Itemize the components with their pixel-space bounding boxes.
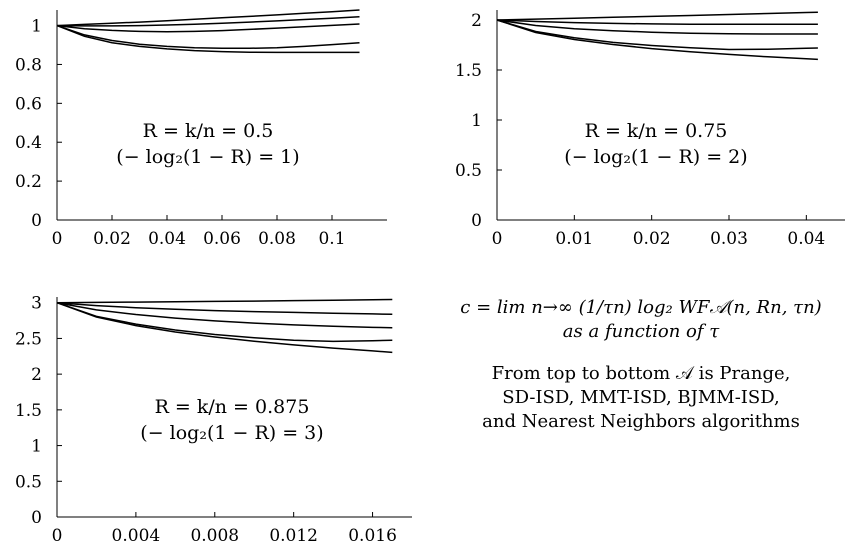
caption-formula-note: as a function of τ [562, 321, 720, 342]
series-line-2 [56, 301, 393, 316]
x-tick-label: 0.04 [148, 229, 186, 249]
series-line-5 [56, 301, 393, 354]
plot-area: 0 0.01 0.02 0.03 0.04 0 0.5 1 1.5 2 [455, 10, 845, 249]
annotation-line-2: (− log₂(1 − R) = 3) [140, 422, 323, 444]
chart-rate-0-5: 0 0.02 0.04 0.06 0.08 0.1 0 0.2 0.4 0.6 0.8 1 R = k… [15, 9, 387, 249]
y-tick-label: 0 [471, 211, 482, 231]
y-tick-label: 1 [31, 437, 42, 457]
x-tick-label: 0 [492, 229, 503, 249]
x-tick-label: 0.004 [112, 526, 161, 546]
series-line-3 [56, 23, 360, 33]
series-line-1 [56, 298, 393, 304]
annotation-line-1: R = k/n = 0.75 [585, 120, 728, 142]
y-tick-label: 0.8 [15, 55, 42, 75]
x-tick-label: 0.02 [633, 229, 671, 249]
series-line-3 [56, 301, 393, 329]
x-tick-label: 0.008 [190, 526, 239, 546]
y-tick-label: 1.5 [15, 401, 42, 421]
y-tick-label: 1 [471, 111, 482, 131]
caption-line-2: SD-ISD, MMT-ISD, BJMM-ISD, [502, 387, 780, 408]
x-tick-label: 0.03 [710, 229, 748, 249]
caption-formula: c = lim n→∞ (1/τn) log₂ WF𝒜(n, Rn, τn) a… [430, 296, 852, 344]
x-tick-label: 0.012 [269, 526, 318, 546]
y-tick-label: 2 [471, 11, 482, 31]
caption-line-1: From top to bottom 𝒜 is Prange, [491, 363, 791, 384]
y-tick-label: 0 [31, 211, 42, 231]
y-tick-label: 0.6 [15, 94, 42, 114]
caption-line-3: and Nearest Neighbors algorithms [482, 411, 800, 432]
plot-area: 0 0.004 0.008 0.012 0.016 0 0.5 1 1.5 2 2.5 3 [15, 294, 412, 546]
series-line-4 [56, 301, 393, 343]
y-tick-label: 1.5 [455, 61, 482, 81]
series-line-5 [56, 24, 360, 54]
annotation-line-1: R = k/n = 0.5 [143, 120, 274, 142]
x-tick-label: 0 [52, 526, 63, 546]
x-tick-label: 0.08 [258, 229, 296, 249]
figure-caption: c = lim n→∞ (1/τn) log₂ WF𝒜(n, Rn, τn) a… [430, 296, 852, 434]
series-line-5 [496, 19, 818, 61]
plot-area: 0 0.02 0.04 0.06 0.08 0.1 0 0.2 0.4 0.6 0.8 1 [15, 9, 387, 249]
y-tick-label: 0.2 [15, 172, 42, 192]
x-tick-label: 0.02 [93, 229, 131, 249]
annotation-line-2: (− log₂(1 − R) = 1) [116, 146, 299, 168]
series-line-2 [496, 19, 818, 26]
x-tick-label: 0.06 [203, 229, 241, 249]
x-tick-label: 0.04 [787, 229, 825, 249]
y-tick-label: 2.5 [15, 329, 42, 349]
series-line-1 [496, 11, 818, 21]
series-line-1 [56, 9, 360, 27]
y-tick-label: 1 [31, 17, 42, 37]
x-tick-label: 0 [52, 229, 63, 249]
series-line-3 [496, 19, 818, 35]
y-tick-label: 0.5 [15, 472, 42, 492]
y-tick-label: 2 [31, 365, 42, 385]
x-tick-label: 0.01 [555, 229, 593, 249]
annotation-line-1: R = k/n = 0.875 [155, 396, 310, 418]
series-line-2 [56, 16, 360, 27]
x-tick-label: 0.016 [348, 526, 397, 546]
y-tick-label: 0.5 [455, 161, 482, 181]
chart-rate-0-75: 0 0.01 0.02 0.03 0.04 0 0.5 1 1.5 2 R = k/n = 0.7… [455, 10, 845, 249]
y-tick-label: 3 [31, 294, 42, 314]
caption-formula-text: c = lim n→∞ (1/τn) log₂ WF𝒜(n, Rn, τn) [460, 297, 822, 318]
series-line-4 [56, 24, 360, 50]
x-tick-label: 0.1 [318, 229, 345, 249]
y-tick-label: 0 [31, 508, 42, 528]
series-line-4 [496, 19, 818, 51]
chart-rate-0-875: 0 0.004 0.008 0.012 0.016 0 0.5 1 1.5 2 2.5 3 R = k… [15, 294, 412, 546]
y-tick-label: 0.4 [15, 133, 42, 153]
annotation-line-2: (− log₂(1 − R) = 2) [564, 146, 747, 168]
